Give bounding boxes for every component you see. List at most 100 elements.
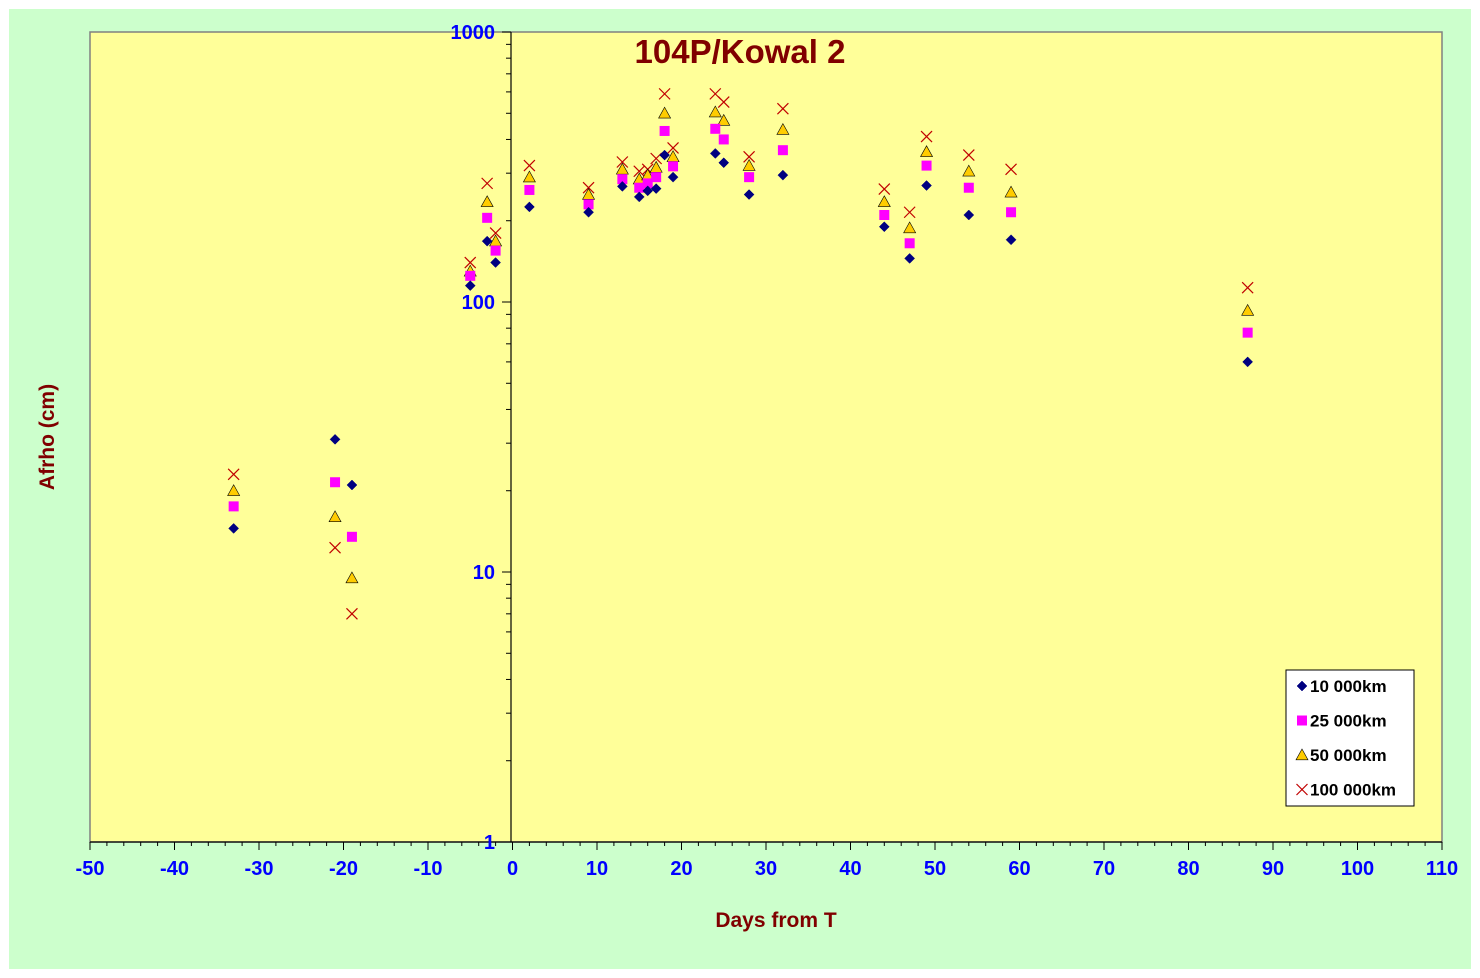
legend-items: 10 000km 25 000km 50 000km 100 000km (1295, 677, 1396, 800)
y-tick-label: 10 (473, 562, 495, 584)
data-point-square (744, 172, 755, 183)
data-point-diamond (904, 253, 916, 264)
data-point-x-stroke (582, 181, 595, 194)
x-tick-label: -20 (329, 858, 358, 880)
data-point-square (1006, 207, 1017, 218)
data-point-square (710, 123, 721, 134)
data-point-x (717, 96, 730, 109)
data-point-diamond (718, 157, 730, 169)
data-point-diamond (329, 433, 341, 445)
y-tick-label: 100 (462, 292, 495, 314)
data-point-triangle (920, 145, 934, 157)
data-point-square (346, 531, 357, 542)
data-point-x (464, 256, 477, 269)
data-point-x-stroke (346, 607, 358, 620)
data-point-x-stroke (962, 149, 975, 162)
data-point-diamond (1005, 234, 1017, 246)
legend-label: 50 000km (1310, 746, 1387, 765)
data-point-square (879, 210, 890, 221)
data-point-diamond (464, 280, 476, 291)
data-point-triangle (345, 571, 359, 584)
data-point-x-stroke (329, 541, 341, 554)
series-x (227, 87, 1254, 620)
data-point-diamond (659, 149, 670, 161)
data-point-diamond (228, 523, 240, 534)
data-point-square (1242, 327, 1253, 338)
data-point-diamond (490, 257, 501, 268)
legend-marker-triangle (1295, 748, 1309, 761)
legend-box (1285, 669, 1415, 807)
points-layer (227, 87, 1255, 620)
data-point-triangle (658, 106, 672, 119)
data-point-triangle (1004, 185, 1018, 198)
data-point-x (227, 468, 240, 481)
data-point-x-stroke (1005, 163, 1017, 176)
data-point-triangle (877, 195, 891, 207)
data-point-diamond (921, 180, 932, 191)
data-point-diamond (709, 148, 721, 159)
legend-marker-x-stroke (1296, 783, 1308, 796)
data-point-x (776, 102, 789, 115)
x-tick-label: -50 (76, 858, 105, 880)
x-tick-label: -40 (160, 858, 189, 880)
data-point-triangle (717, 113, 731, 126)
data-point-triangle (1241, 303, 1255, 316)
data-point-diamond (633, 191, 645, 203)
data-point-square (490, 245, 501, 256)
data-point-x-stroke (616, 156, 629, 168)
data-point-x-stroke (633, 165, 646, 178)
data-point-square (963, 182, 974, 193)
data-point-square (651, 172, 662, 183)
data-point-x (962, 149, 975, 162)
data-point-x-stroke (1241, 281, 1254, 294)
data-point-square (330, 477, 341, 488)
data-point-x (1241, 281, 1254, 294)
data-point-x (523, 159, 536, 172)
data-point-diamond (481, 235, 493, 247)
x-tick-label: 110 (1426, 858, 1458, 880)
data-point-diamond (963, 209, 975, 221)
data-point-square (524, 184, 535, 195)
data-point-diamond (642, 185, 654, 197)
data-point-diamond (346, 479, 358, 491)
data-point-triangle (328, 510, 342, 522)
data-point-square (659, 125, 670, 136)
data-point-square (777, 145, 788, 156)
data-point-diamond (667, 171, 679, 183)
x-tick-label: 50 (924, 858, 946, 880)
data-point-triangle (742, 158, 756, 171)
legend-label: 10 000km (1310, 677, 1387, 696)
data-point-x-stroke (776, 102, 789, 115)
data-point-square (642, 178, 653, 189)
x-tick-label: 70 (1093, 858, 1115, 880)
legend-marker-square (1297, 715, 1307, 726)
data-point-triangle (480, 195, 494, 207)
data-point-x (903, 206, 916, 219)
series-diamond (228, 148, 1254, 534)
data-point-x-stroke (667, 142, 679, 154)
x-tick-label: 10 (586, 858, 608, 880)
axes-layer: -50 -40 -30 -20 -10 0 10 20 30 40 50 60 70 80 90 100 110… (76, 22, 1459, 880)
data-point-diamond (650, 183, 662, 194)
legend: 10 000km 25 000km 50 000km 100 000km (1285, 669, 1415, 807)
data-point-x (616, 156, 629, 168)
data-point-square (583, 199, 594, 210)
data-point-x-stroke (743, 150, 756, 163)
data-point-diamond (524, 201, 535, 213)
series-triangle (227, 105, 1255, 584)
y-axis-title: Afrho (cm) (36, 384, 59, 490)
data-point-x-stroke (464, 256, 477, 269)
data-point-square (668, 161, 679, 172)
data-point-x (920, 130, 933, 143)
x-tick-label: 80 (1177, 858, 1199, 880)
legend-marker-diamond (1296, 680, 1308, 692)
data-point-x-stroke (878, 183, 891, 195)
data-point-triangle (776, 122, 790, 135)
data-point-x (489, 227, 502, 240)
data-point-x (667, 142, 679, 154)
data-point-triangle (615, 162, 629, 175)
y-tick-label: 1 (484, 832, 495, 854)
data-point-x-stroke (709, 87, 722, 100)
data-point-diamond (878, 221, 890, 233)
data-point-x (481, 177, 494, 190)
